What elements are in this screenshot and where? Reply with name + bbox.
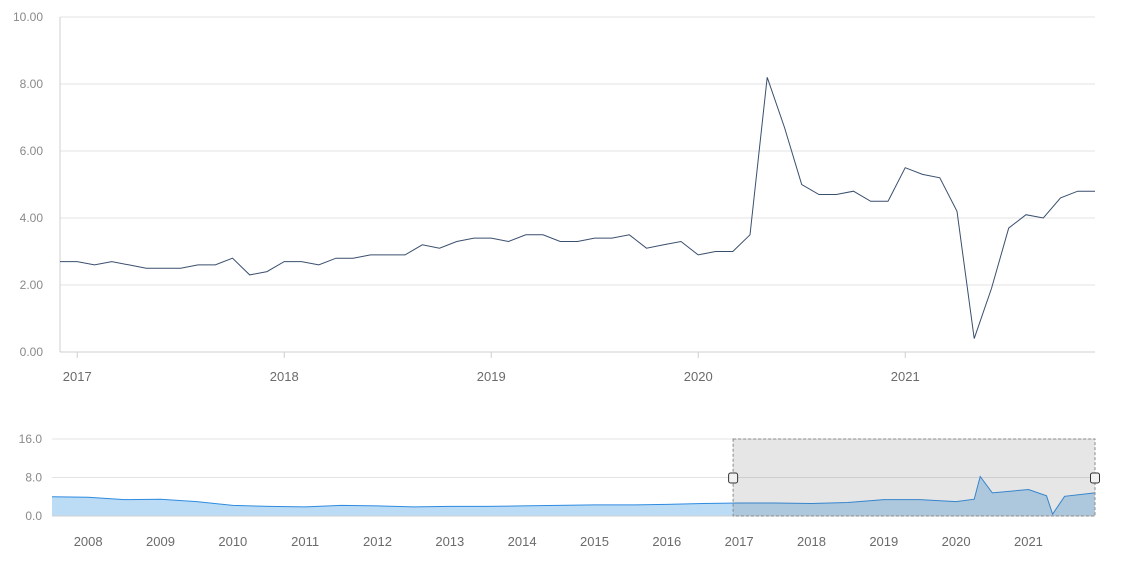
navigator-x-tick-label: 2010 — [218, 534, 247, 549]
navigator-right-handle[interactable] — [1090, 472, 1100, 484]
navigator-selected-range[interactable] — [732, 438, 1096, 517]
main-x-tick-label: 2019 — [477, 369, 506, 384]
navigator-x-tick-label: 2013 — [435, 534, 464, 549]
main-series-line — [60, 77, 1095, 339]
main-chart-y-tick-labels: 0.00 2.00 4.00 6.00 8.00 10.00 — [13, 10, 43, 359]
navigator-x-tick-label: 2011 — [291, 534, 319, 549]
navigator-y-tick-labels: 0.0 8.0 16.0 — [19, 432, 43, 523]
main-y-tick-label: 4.00 — [20, 211, 44, 225]
navigator-x-tick-label: 2014 — [508, 534, 537, 549]
main-y-tick-label: 6.00 — [20, 144, 44, 158]
navigator-series-line — [51, 475, 1095, 516]
main-chart-gridlines — [59, 16, 1095, 353]
navigator-x-tick-label: 2019 — [869, 534, 898, 549]
navigator-x-tick-label: 2017 — [725, 534, 754, 549]
navigator-x-tick-label: 2018 — [797, 534, 826, 549]
main-y-tick-label: 8.00 — [20, 77, 44, 91]
navigator-y-tick-label: 16.0 — [19, 432, 43, 446]
navigator-x-tick-label: 2009 — [146, 534, 175, 549]
navigator-left-handle[interactable] — [728, 472, 739, 484]
main-x-tick-label: 2021 — [891, 369, 920, 384]
main-x-tick-label: 2018 — [270, 369, 299, 384]
main-y-tick-label: 10.00 — [13, 10, 43, 24]
navigator-y-tick-label: 0.0 — [25, 509, 42, 523]
navigator-x-tick-label: 2015 — [580, 534, 609, 549]
navigator-x-tick-labels: 2008 2009 2010 2011 2012 2013 2014 2015 2016 2017… — [74, 534, 1043, 549]
main-chart-series — [59, 77, 1096, 339]
navigator-x-tick-label: 2021 — [1014, 534, 1043, 549]
main-y-tick-label: 0.00 — [20, 345, 44, 359]
navigator-y-tick-label: 8.0 — [25, 471, 42, 485]
navigator-area-fill — [52, 476, 1095, 516]
navigator-x-tick-label: 2016 — [652, 534, 681, 549]
navigator-x-tick-label: 2012 — [363, 534, 392, 549]
navigator-x-tick-label: 2020 — [942, 534, 971, 549]
main-chart-x-tick-labels: 2017 2018 2019 2020 2021 — [63, 352, 920, 384]
main-x-tick-label: 2020 — [684, 369, 713, 384]
main-x-tick-label: 2017 — [63, 369, 92, 384]
navigator-x-tick-label: 2008 — [74, 534, 103, 549]
navigator-selection[interactable] — [728, 438, 1100, 517]
main-y-tick-label: 2.00 — [20, 278, 44, 292]
